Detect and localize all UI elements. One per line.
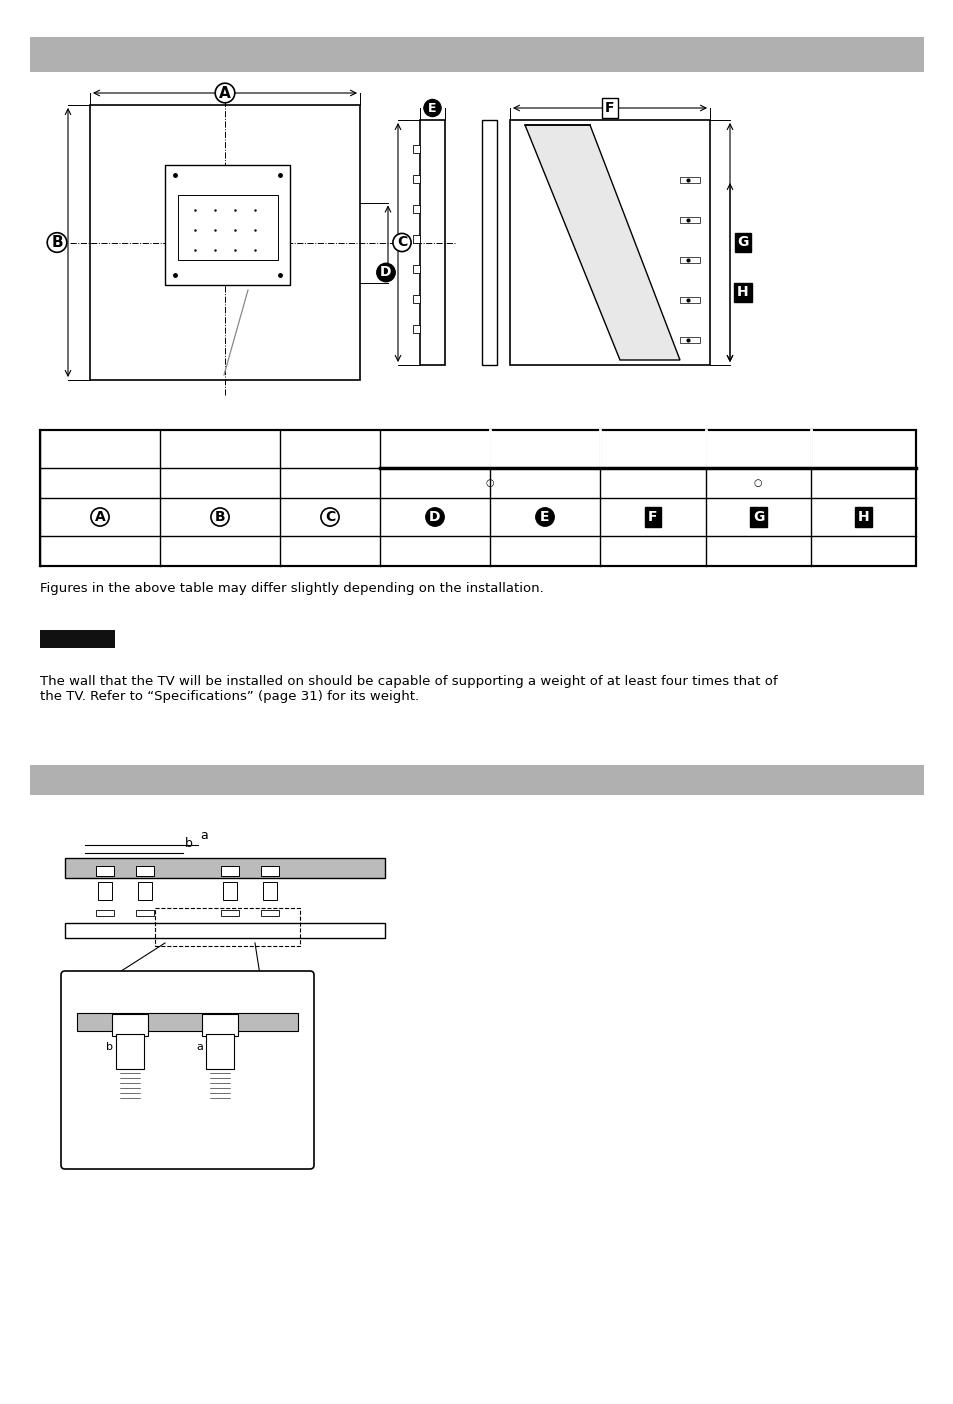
Bar xyxy=(261,866,278,876)
Bar xyxy=(40,430,915,566)
Bar xyxy=(96,866,113,876)
Bar xyxy=(98,882,112,900)
Bar xyxy=(136,866,153,876)
Bar xyxy=(112,1014,148,1036)
Text: E: E xyxy=(539,510,549,524)
Bar xyxy=(136,910,153,915)
Bar xyxy=(165,166,290,285)
Text: B: B xyxy=(214,510,225,524)
Text: H: H xyxy=(737,285,748,299)
Bar xyxy=(221,866,239,876)
Text: A: A xyxy=(94,510,105,524)
Bar xyxy=(413,295,419,303)
Bar xyxy=(90,105,359,380)
Bar xyxy=(679,298,700,303)
Text: D: D xyxy=(380,265,392,279)
Text: E: E xyxy=(428,101,436,115)
Bar xyxy=(178,195,277,260)
Text: ○: ○ xyxy=(753,477,761,489)
Bar xyxy=(154,908,299,946)
Bar xyxy=(221,910,239,915)
Text: ○: ○ xyxy=(485,477,494,489)
Text: B: B xyxy=(51,234,63,250)
Bar xyxy=(40,630,115,649)
Bar xyxy=(261,910,278,915)
Bar xyxy=(679,218,700,223)
Bar xyxy=(413,234,419,243)
Text: b: b xyxy=(185,837,193,849)
Text: F: F xyxy=(648,510,657,524)
Bar xyxy=(263,882,276,900)
Text: G: G xyxy=(752,510,763,524)
Text: D: D xyxy=(429,510,440,524)
Text: a: a xyxy=(200,828,208,842)
Bar xyxy=(510,119,709,365)
Text: The wall that the TV will be installed on should be capable of supporting a weig: The wall that the TV will be installed o… xyxy=(40,675,777,703)
Bar xyxy=(65,858,385,878)
Text: a: a xyxy=(196,1042,203,1052)
Bar xyxy=(77,1014,297,1031)
Polygon shape xyxy=(524,125,679,359)
Bar xyxy=(481,119,497,365)
Text: G: G xyxy=(737,236,748,250)
FancyBboxPatch shape xyxy=(61,972,314,1170)
Text: C: C xyxy=(396,236,407,250)
Bar xyxy=(65,922,385,938)
Bar xyxy=(413,145,419,153)
Bar xyxy=(96,910,113,915)
Text: Figures in the above table may differ slightly depending on the installation.: Figures in the above table may differ sl… xyxy=(40,583,543,595)
Text: C: C xyxy=(325,510,335,524)
Bar xyxy=(202,1014,237,1036)
Bar xyxy=(413,265,419,272)
Bar xyxy=(206,1033,233,1068)
Text: b: b xyxy=(107,1042,113,1052)
Bar xyxy=(413,176,419,183)
Bar xyxy=(413,324,419,333)
Bar xyxy=(223,882,236,900)
Bar xyxy=(30,765,923,795)
Bar xyxy=(413,205,419,213)
Bar xyxy=(679,257,700,263)
Bar xyxy=(679,337,700,343)
Bar xyxy=(116,1033,144,1068)
Text: F: F xyxy=(604,101,614,115)
Bar xyxy=(679,177,700,183)
Bar xyxy=(419,119,444,365)
Text: H: H xyxy=(857,510,868,524)
Bar xyxy=(30,37,923,72)
Bar xyxy=(138,882,152,900)
Text: A: A xyxy=(219,86,231,101)
